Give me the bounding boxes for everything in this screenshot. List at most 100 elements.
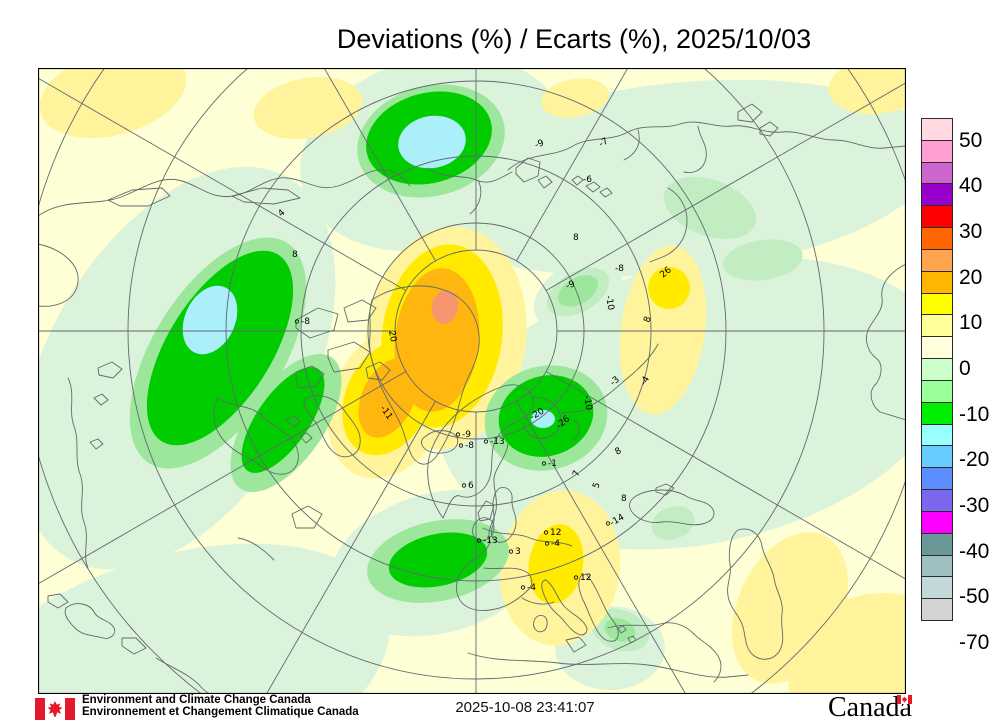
station-dot	[543, 530, 549, 535]
contour-fill-salmon	[431, 290, 459, 324]
station-dot	[294, 319, 300, 324]
contour-label: 8	[292, 250, 298, 260]
coast-north-africa	[467, 652, 749, 678]
colorbar-tick-label: -50	[959, 585, 990, 609]
island	[107, 187, 171, 207]
colorbar-box	[921, 379, 953, 403]
coast-anatolia-levant	[607, 622, 722, 683]
contour-label: -6	[583, 175, 592, 185]
colorbar-tick-label: 20	[959, 265, 983, 289]
island	[231, 187, 301, 205]
great-lakes	[47, 593, 147, 655]
maple-leaf-icon	[47, 701, 63, 717]
contour-label: 3	[515, 547, 521, 557]
colorbar-tick-label: -40	[959, 539, 990, 563]
meridian-line	[247, 400, 436, 726]
contour-label: 8	[614, 446, 624, 458]
islands-canadian-arctic	[295, 299, 391, 389]
map-frame	[37, 67, 907, 695]
station-dot	[544, 541, 550, 546]
colorbar-box	[921, 336, 953, 360]
island-novaya-zemlya	[649, 187, 688, 263]
contour-label: -4	[551, 539, 560, 549]
colorbar-box	[921, 314, 953, 338]
meridian-line	[516, 0, 668, 262]
contour-label: -13	[490, 437, 505, 447]
colorbar-tick-label: -20	[959, 448, 990, 472]
contour-label: 8	[621, 494, 627, 504]
coast-hudson-bay	[67, 361, 123, 569]
colorbar-box	[921, 510, 953, 534]
coast-chukotka	[427, 167, 513, 215]
colorbar-tick-label: 0	[959, 357, 971, 381]
coast-greenland	[369, 285, 480, 465]
island-baffin	[303, 395, 361, 458]
contour-label: 20	[386, 330, 398, 343]
footer: Environment and Climate Change Canada En…	[0, 690, 1000, 726]
timestamp: 2025-10-08 23:41:07	[455, 699, 595, 716]
contour-label: 8	[642, 315, 653, 324]
contour-label: -9	[534, 138, 546, 151]
sea-black	[629, 483, 715, 526]
colorbar-box	[921, 227, 953, 250]
colorbar-tick-label: -10	[959, 402, 990, 426]
station-dot	[520, 585, 526, 590]
colorbar-tick-label: 40	[959, 174, 983, 198]
coast-barents	[589, 343, 659, 407]
contour-label: -7	[598, 136, 611, 149]
colorbar-box	[921, 358, 953, 381]
contour-label: 7	[571, 469, 582, 478]
islands-sicily-sardinia	[533, 615, 587, 653]
contour-label: -9	[462, 430, 471, 440]
island-iceland	[420, 430, 459, 454]
station-dot	[455, 432, 461, 437]
contour-label: 5	[591, 481, 602, 490]
contour-fill-amber	[358, 268, 480, 438]
island-britain	[490, 487, 517, 543]
colorbar-box	[921, 205, 953, 229]
contour-label: -10	[581, 395, 593, 411]
colorbar-tick-label: -30	[959, 494, 990, 518]
meridian-line	[0, 55, 407, 291]
station-dot	[458, 443, 464, 448]
colorbar-box	[921, 139, 953, 163]
colorbar-box	[921, 248, 953, 272]
coast-ural-region	[865, 263, 907, 421]
contour-label: -10	[603, 295, 615, 311]
island-newfoundland	[237, 505, 323, 561]
coast-denmark	[477, 500, 495, 522]
contour-label: 6	[468, 481, 474, 491]
canada-flag-icon	[35, 698, 75, 720]
meridian-line	[284, 0, 436, 262]
contour-label: -8	[465, 441, 474, 451]
station-dot	[483, 439, 489, 444]
contour-label: -9	[565, 279, 577, 292]
contour-label: 8	[573, 233, 579, 243]
colorbar-tick-label: 10	[959, 311, 983, 335]
contour-fill-cyan	[182, 115, 555, 428]
colorbar-box	[921, 489, 953, 512]
contour-label: 12	[580, 573, 591, 583]
contour-label: -8	[615, 264, 624, 274]
sea-caspian	[727, 528, 784, 660]
station-dot	[461, 483, 467, 488]
contour-label: -8	[301, 317, 310, 327]
colorbar-box	[921, 292, 953, 316]
colorbar-tick-label: -70	[959, 631, 990, 655]
colorbar-box	[921, 598, 953, 622]
contour-label: -1	[548, 459, 557, 469]
colorbar: 50 40 30 20 10 0 -10 -20 -30 -40 -50 -70	[921, 118, 1000, 654]
colorbar-box	[921, 467, 953, 491]
contour-label: 12	[550, 528, 561, 538]
colorbar-box	[921, 161, 953, 185]
colorbar-box	[921, 423, 953, 447]
colorbar-box	[921, 576, 953, 600]
coast-labrador	[213, 397, 313, 475]
contour-label: -4	[527, 583, 536, 593]
station-dot	[541, 461, 547, 466]
colorbar-box	[921, 554, 953, 578]
station-dot	[605, 521, 611, 526]
